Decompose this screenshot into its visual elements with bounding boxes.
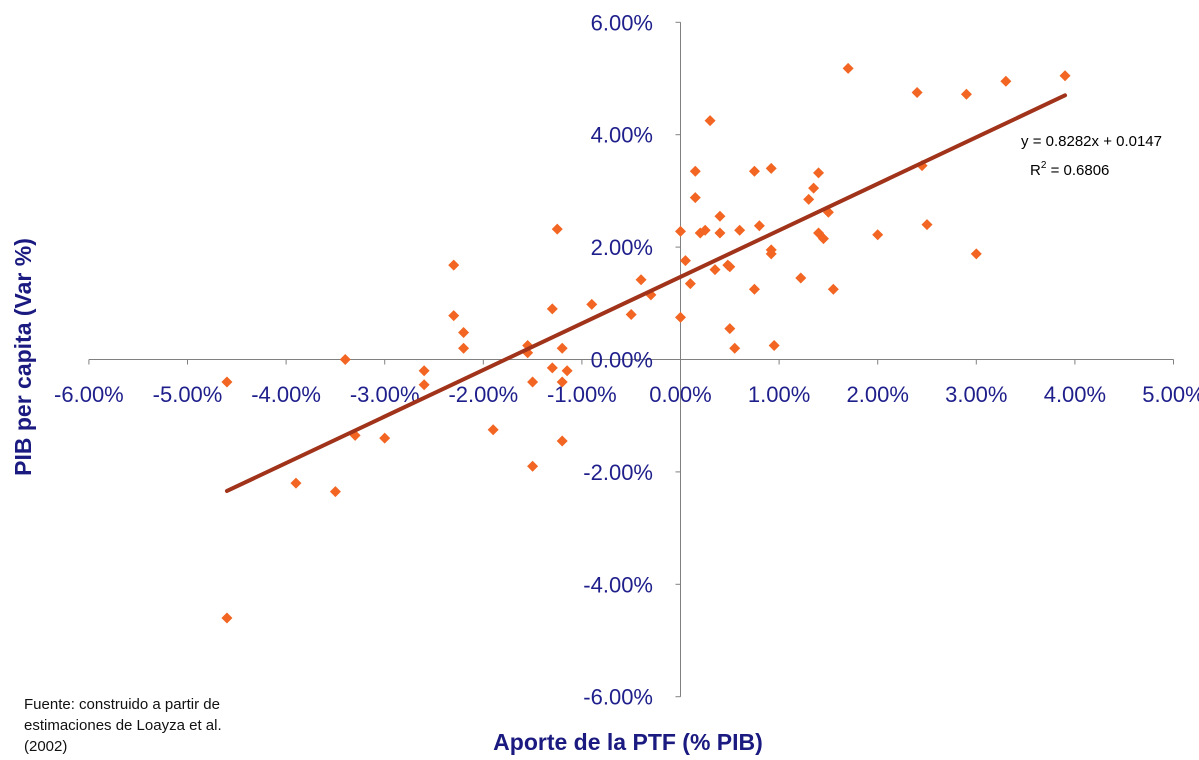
data-point <box>714 227 726 239</box>
y-tick-label: -2.00% <box>583 460 653 485</box>
data-point <box>586 298 598 310</box>
axes <box>88 21 1174 698</box>
data-point <box>813 167 825 179</box>
data-point <box>729 342 741 354</box>
x-tick-labels: -6.00% -5.00% -4.00% -3.00% -2.00% -1.00% 0.00… <box>54 382 1199 407</box>
data-point <box>724 323 736 335</box>
data-point <box>684 278 696 290</box>
x-tick-label: 0.00% <box>649 382 711 407</box>
data-point <box>1059 70 1071 82</box>
data-point <box>551 223 563 235</box>
x-tick-label: -6.00% <box>54 382 124 407</box>
trendline <box>224 93 1068 493</box>
data-point <box>842 62 854 74</box>
r-squared-value: = 0.6806 <box>1046 162 1109 179</box>
data-point <box>768 339 780 351</box>
y-tick-label: 0.00% <box>591 348 653 373</box>
data-point <box>556 342 568 354</box>
r-squared-label: R2 = 0.6806 <box>1030 160 1109 179</box>
data-point <box>221 376 233 388</box>
x-tick-label: 2.00% <box>847 382 909 407</box>
data-point <box>734 224 746 236</box>
data-point <box>458 342 470 354</box>
y-tick-label: -4.00% <box>583 572 653 597</box>
data-point <box>704 115 716 127</box>
data-point <box>487 424 499 436</box>
trendline-equation: y = 0.8282x + 0.0147 <box>1021 133 1162 150</box>
data-point <box>827 283 839 295</box>
data-point <box>339 354 351 365</box>
data-point <box>527 376 539 388</box>
data-point <box>418 379 430 391</box>
data-point <box>556 435 568 447</box>
y-tick-label: 2.00% <box>591 235 653 260</box>
x-tick-label: 5.00% <box>1142 382 1199 407</box>
data-point <box>753 220 765 232</box>
x-tick-label: 3.00% <box>945 382 1007 407</box>
data-point <box>290 477 302 489</box>
data-point <box>418 365 430 377</box>
x-tick-label: 1.00% <box>748 382 810 407</box>
data-point <box>458 327 470 339</box>
data-point <box>817 233 829 245</box>
data-point <box>675 311 686 323</box>
source-note-line: (2002) <box>24 738 68 755</box>
r-squared-symbol: R <box>1030 162 1041 179</box>
data-point <box>765 248 777 260</box>
data-point <box>714 210 726 222</box>
data-point <box>561 365 573 377</box>
data-point <box>872 229 884 241</box>
x-tick-label: -5.00% <box>153 382 223 407</box>
data-point <box>448 259 460 271</box>
data-point <box>748 283 760 295</box>
data-point <box>679 255 691 267</box>
data-point <box>689 165 701 177</box>
data-point <box>625 309 637 321</box>
source-note-line: Fuente: construido a partir de <box>24 696 220 713</box>
data-point <box>221 612 233 624</box>
y-axis-label: PIB per capita (Var %) <box>10 238 36 476</box>
data-point <box>960 88 972 100</box>
x-tick-label: -2.00% <box>448 382 518 407</box>
data-point <box>748 165 760 177</box>
data-point <box>765 162 777 174</box>
source-note-line: estimaciones de Loayza et al. <box>24 717 222 734</box>
y-tick-labels: -6.00% -4.00% -2.00% 0.00% 2.00% 4.00% 6.00% <box>583 10 653 709</box>
data-point <box>699 224 711 236</box>
data-point <box>803 193 815 205</box>
data-point <box>709 264 721 276</box>
x-tick-label: -4.00% <box>251 382 321 407</box>
data-point <box>970 248 982 260</box>
data-point <box>689 192 701 204</box>
data-point <box>675 225 686 237</box>
data-point <box>556 376 568 388</box>
data-points <box>221 62 1071 624</box>
y-tick-label: 6.00% <box>591 10 653 35</box>
data-point <box>329 486 341 498</box>
source-note: Fuente: construido a partir de estimacio… <box>24 694 284 757</box>
x-axis-label: Aporte de la PTF (% PIB) <box>493 729 763 755</box>
x-tick-label: -1.00% <box>547 382 617 407</box>
data-point <box>546 362 558 374</box>
data-point <box>448 310 460 322</box>
x-tick-label: -3.00% <box>350 382 420 407</box>
trendline-group <box>224 93 1068 493</box>
data-point <box>921 219 933 231</box>
data-point <box>635 274 647 286</box>
data-point <box>795 272 807 284</box>
x-tick-label: 4.00% <box>1044 382 1106 407</box>
data-point <box>527 460 539 472</box>
y-tick-label: -6.00% <box>583 685 653 710</box>
data-point <box>911 87 923 99</box>
data-point <box>546 303 558 315</box>
y-tick-label: 4.00% <box>591 123 653 148</box>
data-point <box>808 182 820 194</box>
r-squared-superscript: 2 <box>1041 160 1047 171</box>
data-point <box>1000 75 1012 87</box>
data-point <box>379 432 391 444</box>
data-point <box>724 261 736 273</box>
